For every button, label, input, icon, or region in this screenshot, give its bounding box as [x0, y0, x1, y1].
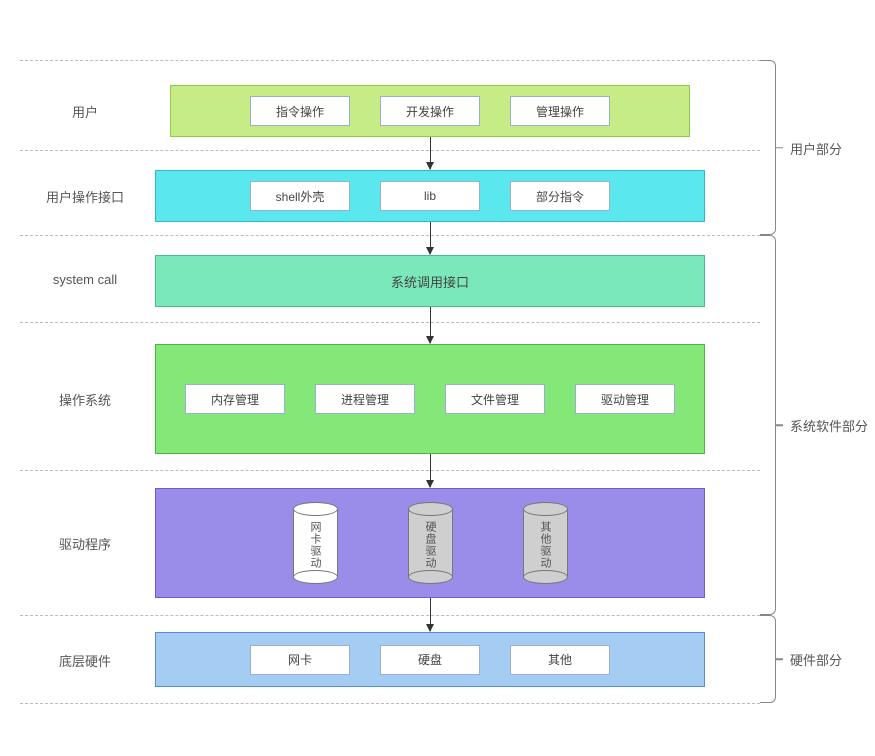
arrow-0 [430, 137, 431, 169]
divider-6 [20, 703, 760, 704]
divider-2 [20, 235, 760, 236]
bracket-0 [760, 60, 776, 235]
cylinder-driver-0: 网卡驱动 [293, 502, 338, 584]
bracket-tick-2 [775, 658, 783, 660]
inner-box-user-2: 管理操作 [510, 96, 610, 126]
row-label-driver: 驱动程序 [20, 534, 150, 553]
row-label-user: 用户 [20, 102, 150, 121]
cylinder-label-driver-2: 其他驱动 [523, 514, 568, 576]
bracket-tick-0 [775, 147, 783, 149]
arrow-2 [430, 307, 431, 343]
inner-box-user-interface-0: shell外壳 [250, 181, 350, 211]
layer-box-user-interface: shell外壳 lib 部分指令 [155, 170, 705, 222]
inner-box-user-1: 开发操作 [380, 96, 480, 126]
bracket-1 [760, 235, 776, 615]
arrow-3 [430, 454, 431, 487]
layer-text-system-call: 系统调用接口 [391, 272, 469, 291]
inner-box-os-3: 驱动管理 [575, 384, 675, 414]
arrow-4 [430, 598, 431, 631]
divider-3 [20, 322, 760, 323]
inner-box-hardware-1: 硬盘 [380, 645, 480, 675]
cylinder-label-driver-0: 网卡驱动 [293, 514, 338, 576]
divider-0 [20, 60, 760, 61]
cylinder-driver-1: 硬盘驱动 [408, 502, 453, 584]
inner-box-hardware-2: 其他 [510, 645, 610, 675]
bracket-label-2: 硬件部分 [790, 650, 870, 669]
inner-box-user-0: 指令操作 [250, 96, 350, 126]
layer-box-os: 内存管理进程管理文件管理驱动管理 [155, 344, 705, 454]
row-label-user-interface: 用户操作接口 [20, 187, 150, 206]
divider-4 [20, 470, 760, 471]
cylinder-label-driver-1: 硬盘驱动 [408, 514, 453, 576]
layer-box-hardware: 网卡硬盘其他 [155, 632, 705, 687]
layer-box-user: 指令操作开发操作管理操作 [170, 85, 690, 137]
bracket-label-1: 系统软件部分 [790, 416, 870, 435]
inner-box-os-2: 文件管理 [445, 384, 545, 414]
layer-box-driver: 网卡驱动 硬盘驱动 其他驱动 [155, 488, 705, 598]
arrow-1 [430, 222, 431, 254]
bracket-2 [760, 615, 776, 703]
bracket-tick-1 [775, 424, 783, 426]
inner-box-user-interface-2: 部分指令 [510, 181, 610, 211]
row-label-system-call: system call [20, 272, 150, 287]
row-label-hardware: 底层硬件 [20, 651, 150, 670]
divider-1 [20, 150, 760, 151]
inner-box-user-interface-1: lib [380, 181, 480, 211]
row-label-os: 操作系统 [20, 390, 150, 409]
inner-box-os-1: 进程管理 [315, 384, 415, 414]
layer-box-system-call: 系统调用接口 [155, 255, 705, 307]
inner-box-os-0: 内存管理 [185, 384, 285, 414]
bracket-label-0: 用户部分 [790, 139, 870, 158]
cylinder-driver-2: 其他驱动 [523, 502, 568, 584]
inner-box-hardware-0: 网卡 [250, 645, 350, 675]
divider-5 [20, 615, 760, 616]
